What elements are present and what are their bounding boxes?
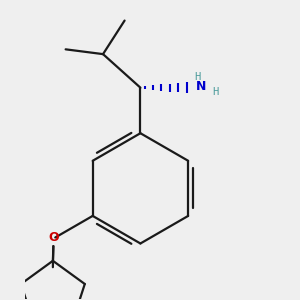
Text: H: H	[213, 88, 219, 98]
Text: H: H	[194, 72, 200, 82]
Text: N: N	[196, 80, 206, 93]
Text: O: O	[48, 231, 59, 244]
